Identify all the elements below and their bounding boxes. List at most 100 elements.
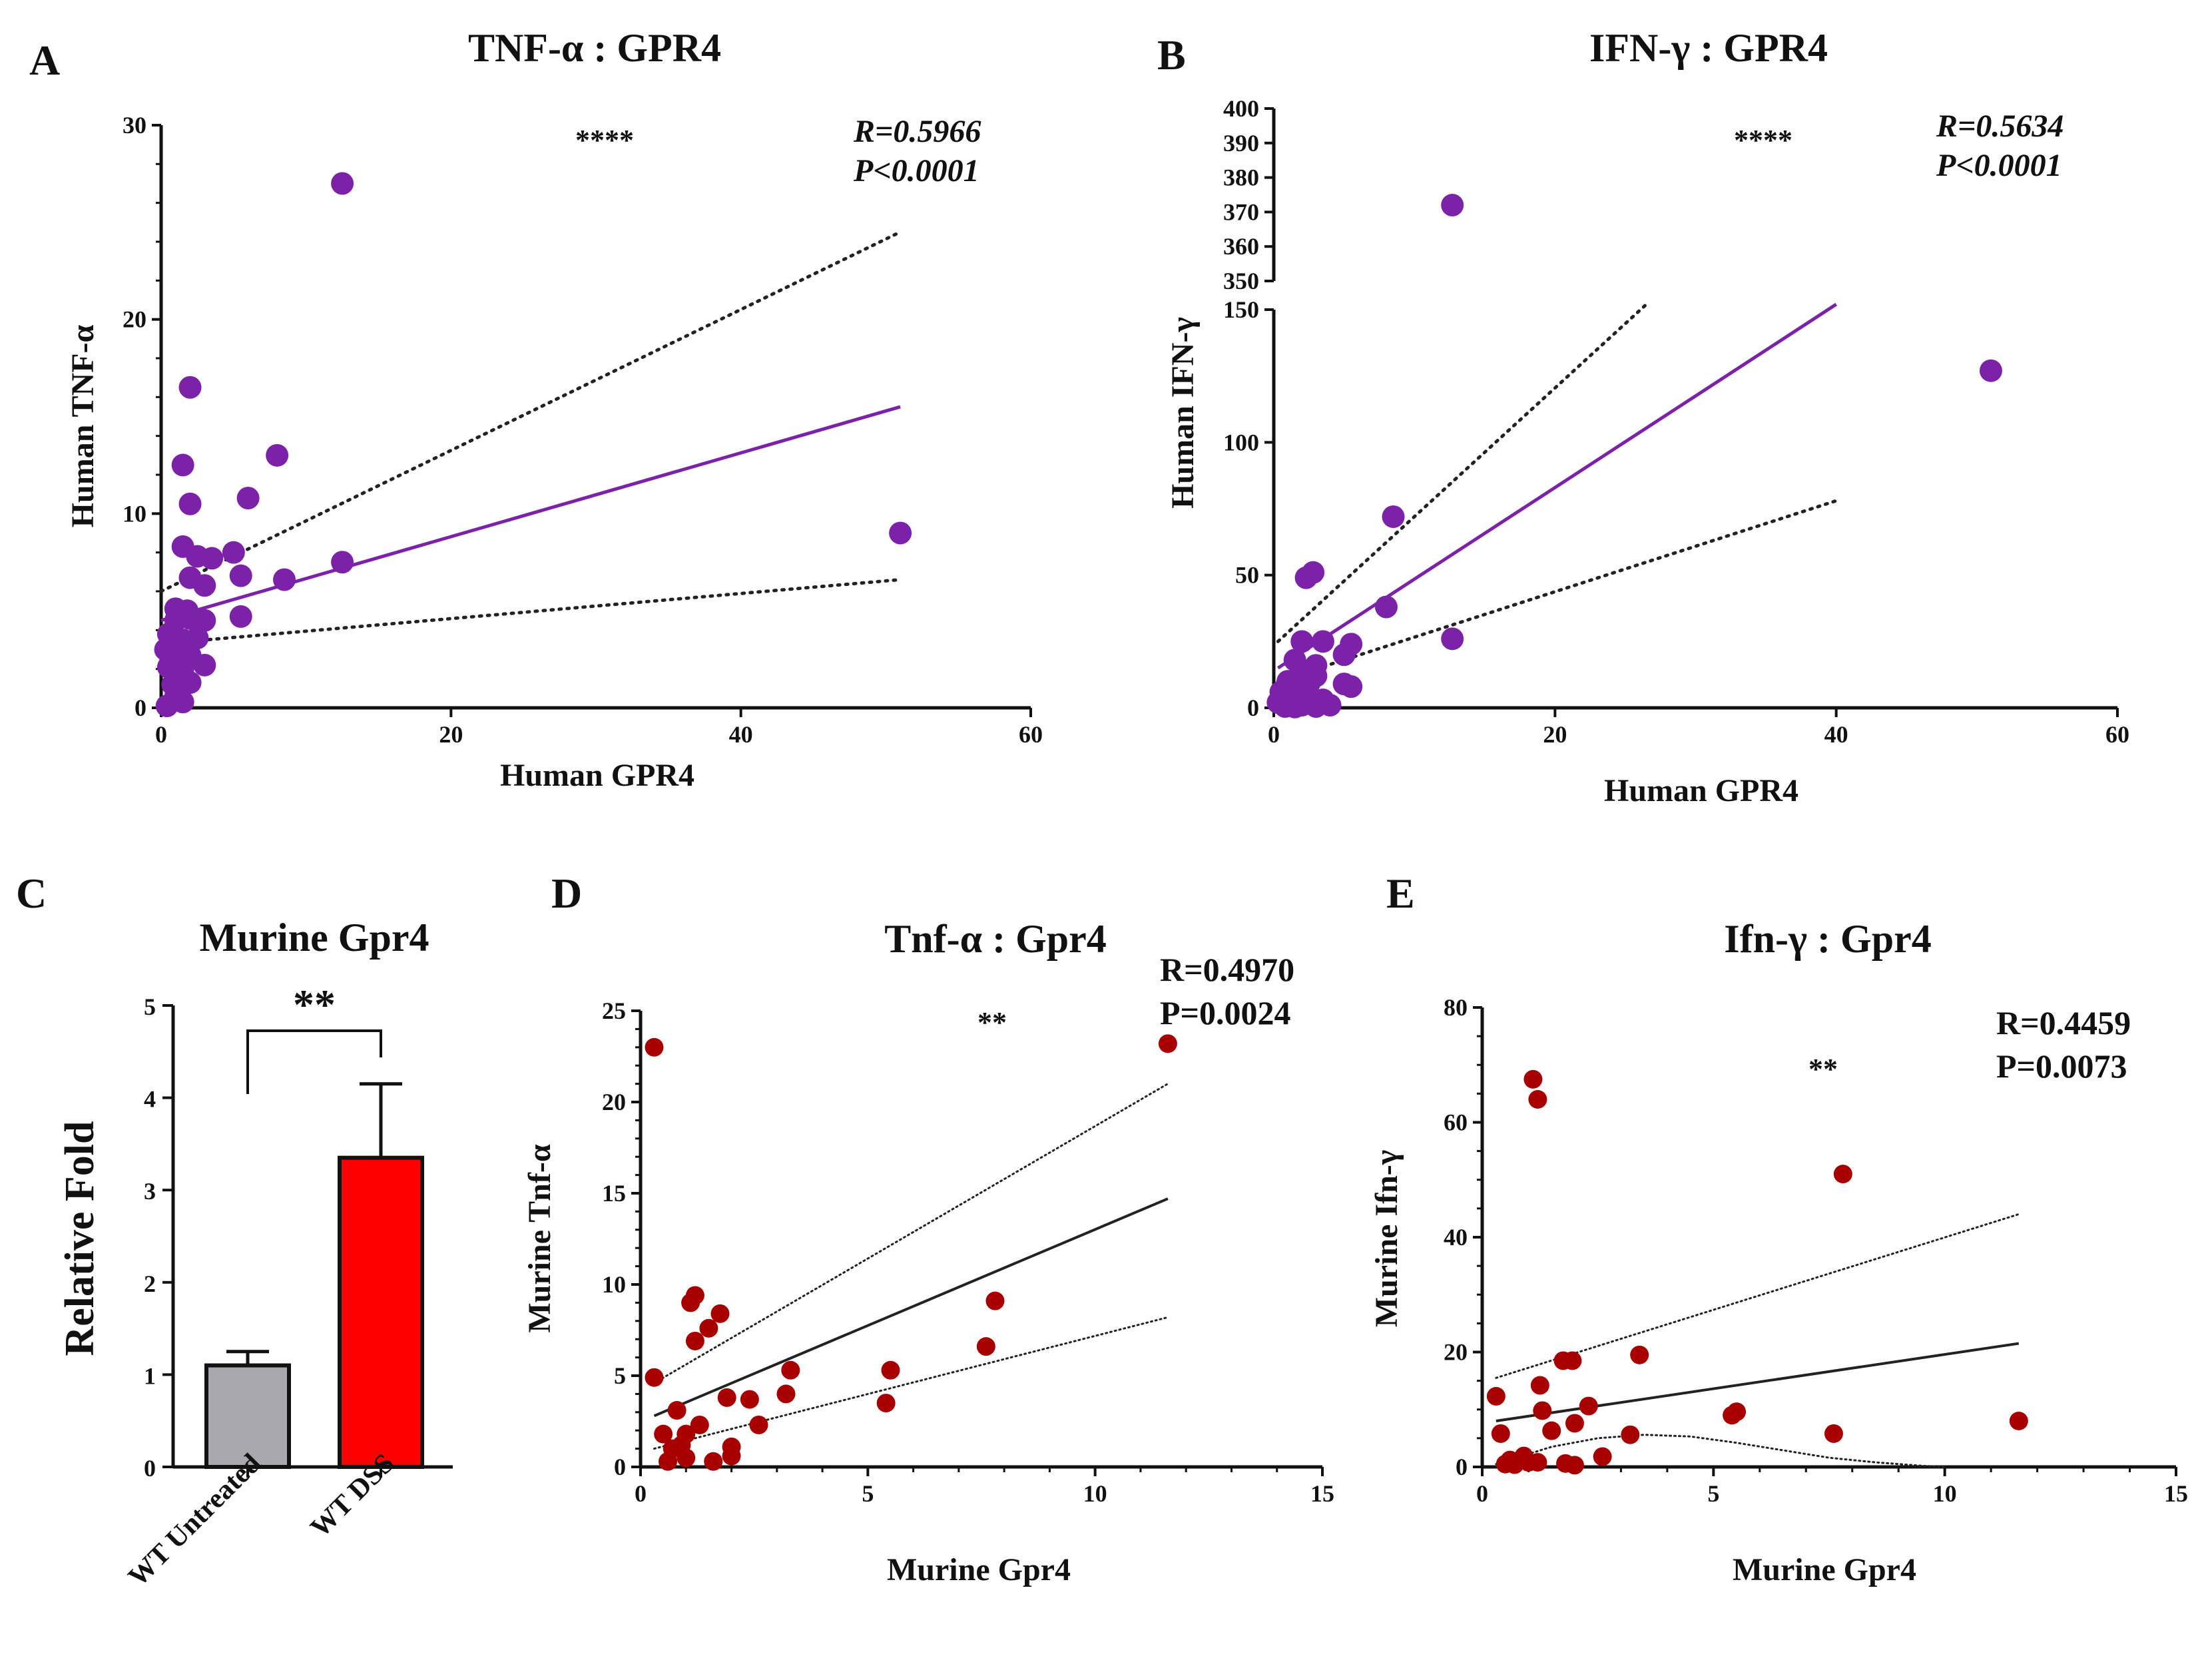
- y-tick-label: 50: [1235, 562, 1259, 589]
- data-point: [677, 1448, 696, 1468]
- panel-a-title: TNF-α : GPR4: [468, 26, 721, 70]
- panel-e-points: [1486, 1069, 2028, 1475]
- data-point: [654, 1424, 673, 1444]
- panel-b-p-value: P<0.0001: [1936, 148, 2062, 183]
- y-tick-label: 80: [1444, 994, 1468, 1021]
- data-point: [1290, 630, 1314, 653]
- panel-label-a: A: [29, 37, 60, 84]
- panel-b-y-label: Human IFN-γ: [1165, 317, 1201, 509]
- y-tick-label: 360: [1223, 233, 1259, 260]
- data-point: [722, 1446, 741, 1466]
- data-point: [1441, 627, 1464, 651]
- y-tick-label: 10: [123, 500, 146, 527]
- x-tick-label: 40: [729, 721, 753, 748]
- data-point: [645, 1368, 664, 1387]
- data-point: [776, 1384, 796, 1404]
- panel-a-tnf-gpr4: A TNF-α : GPR4 **** R=0.5966 P<0.0001 Hu…: [29, 26, 1043, 793]
- ci-lower-line: [653, 1316, 1169, 1450]
- panel-b-r-value: R=0.5634: [1936, 109, 2063, 144]
- data-point: [1542, 1421, 1561, 1440]
- x-tick-label: 5: [862, 1480, 874, 1507]
- panel-b-title: IFN-γ : GPR4: [1589, 26, 1828, 70]
- x-tick-label: 10: [1083, 1480, 1107, 1507]
- data-point: [749, 1415, 768, 1434]
- y-tick-label: 150: [1223, 296, 1259, 323]
- ci-upper-line: [159, 230, 902, 593]
- x-tick-label: 40: [1824, 721, 1848, 748]
- data-point: [1486, 1386, 1506, 1406]
- panel-a-r-value: R=0.5966: [853, 114, 981, 149]
- data-point: [1311, 630, 1334, 653]
- y-tick-label: 0: [614, 1454, 626, 1480]
- data-point: [740, 1390, 759, 1409]
- data-point: [699, 1318, 718, 1338]
- data-point: [1824, 1424, 1843, 1443]
- panel-c-significance: **: [293, 981, 336, 1028]
- data-point: [1528, 1453, 1547, 1472]
- data-point: [193, 609, 216, 632]
- bar: [204, 1363, 291, 1470]
- panel-d-significance: **: [977, 1006, 1007, 1039]
- data-point: [1565, 1414, 1584, 1433]
- x-tick-label: 0: [1476, 1480, 1488, 1507]
- data-point: [1833, 1165, 1852, 1184]
- x-tick-label: 60: [2105, 721, 2129, 748]
- data-point: [273, 568, 296, 591]
- data-point: [781, 1360, 800, 1380]
- panel-label-c: C: [16, 870, 47, 917]
- panel-e-confidence-bands: [1495, 1213, 2020, 1468]
- data-point: [976, 1337, 995, 1356]
- data-point: [178, 492, 202, 515]
- data-point: [690, 1415, 709, 1434]
- panel-e-significance: **: [1808, 1053, 1838, 1085]
- data-point: [881, 1360, 900, 1380]
- panel-a-confidence-bands: [159, 230, 902, 646]
- panel-e-r-value: R=0.4459: [1996, 1004, 2131, 1041]
- regression-line: [653, 1197, 1169, 1418]
- panel-d-x-label: Murine Gpr4: [887, 1552, 1071, 1587]
- data-point: [236, 487, 260, 509]
- data-point: [1563, 1351, 1582, 1370]
- data-point: [1496, 1454, 1515, 1474]
- data-point: [193, 574, 216, 597]
- panel-b-points: [1266, 194, 2002, 718]
- x-tick-label: 20: [1543, 721, 1567, 748]
- data-point: [178, 671, 202, 695]
- data-point: [266, 443, 289, 467]
- data-point: [1630, 1345, 1649, 1364]
- panel-d-tnf-gpr4-murine: D Tnf-α : Gpr4 ** R=0.4970 P=0.0024 Muri…: [522, 870, 1334, 1587]
- panel-e-ifn-gpr4-murine: E Ifn-γ : Gpr4 ** R=0.4459 P=0.0073 Muri…: [1369, 870, 2188, 1587]
- panel-a-x-label: Human GPR4: [500, 758, 694, 793]
- panel-b-significance: ****: [1734, 124, 1792, 156]
- panel-d-y-label: Murine Tnf-α: [522, 1144, 557, 1332]
- y-tick-label: 3: [144, 1178, 156, 1205]
- x-tick-label: 60: [1019, 721, 1043, 748]
- data-point: [1533, 1401, 1552, 1420]
- y-tick-label: 25: [602, 997, 626, 1024]
- data-point: [1382, 505, 1405, 528]
- data-point: [167, 687, 190, 710]
- y-tick-label: 5: [144, 993, 156, 1020]
- ci-lower-curve: [1495, 1434, 1946, 1468]
- data-point: [658, 1452, 677, 1471]
- y-tick-label: 400: [1223, 95, 1259, 122]
- y-tick-label: 60: [1444, 1109, 1468, 1136]
- y-tick-label: 0: [1456, 1454, 1468, 1480]
- panel-label-b: B: [1157, 31, 1186, 79]
- panel-a-axes: 0 10 20 30 0 20 40 60: [123, 112, 1043, 748]
- y-tick-label: 390: [1223, 130, 1259, 156]
- x-tick-label: 0: [155, 721, 167, 748]
- data-point: [985, 1291, 1005, 1310]
- data-point: [229, 605, 252, 628]
- y-tick-label: 4: [144, 1086, 156, 1113]
- y-tick-label: 30: [123, 112, 146, 139]
- y-tick-label: 40: [1444, 1224, 1468, 1251]
- panel-label-e: E: [1386, 870, 1415, 917]
- panel-label-d: D: [551, 870, 582, 917]
- data-point: [1441, 194, 1464, 217]
- data-point: [1579, 1396, 1598, 1416]
- panel-d-r-value: R=0.4970: [1160, 951, 1294, 988]
- data-point: [704, 1452, 723, 1471]
